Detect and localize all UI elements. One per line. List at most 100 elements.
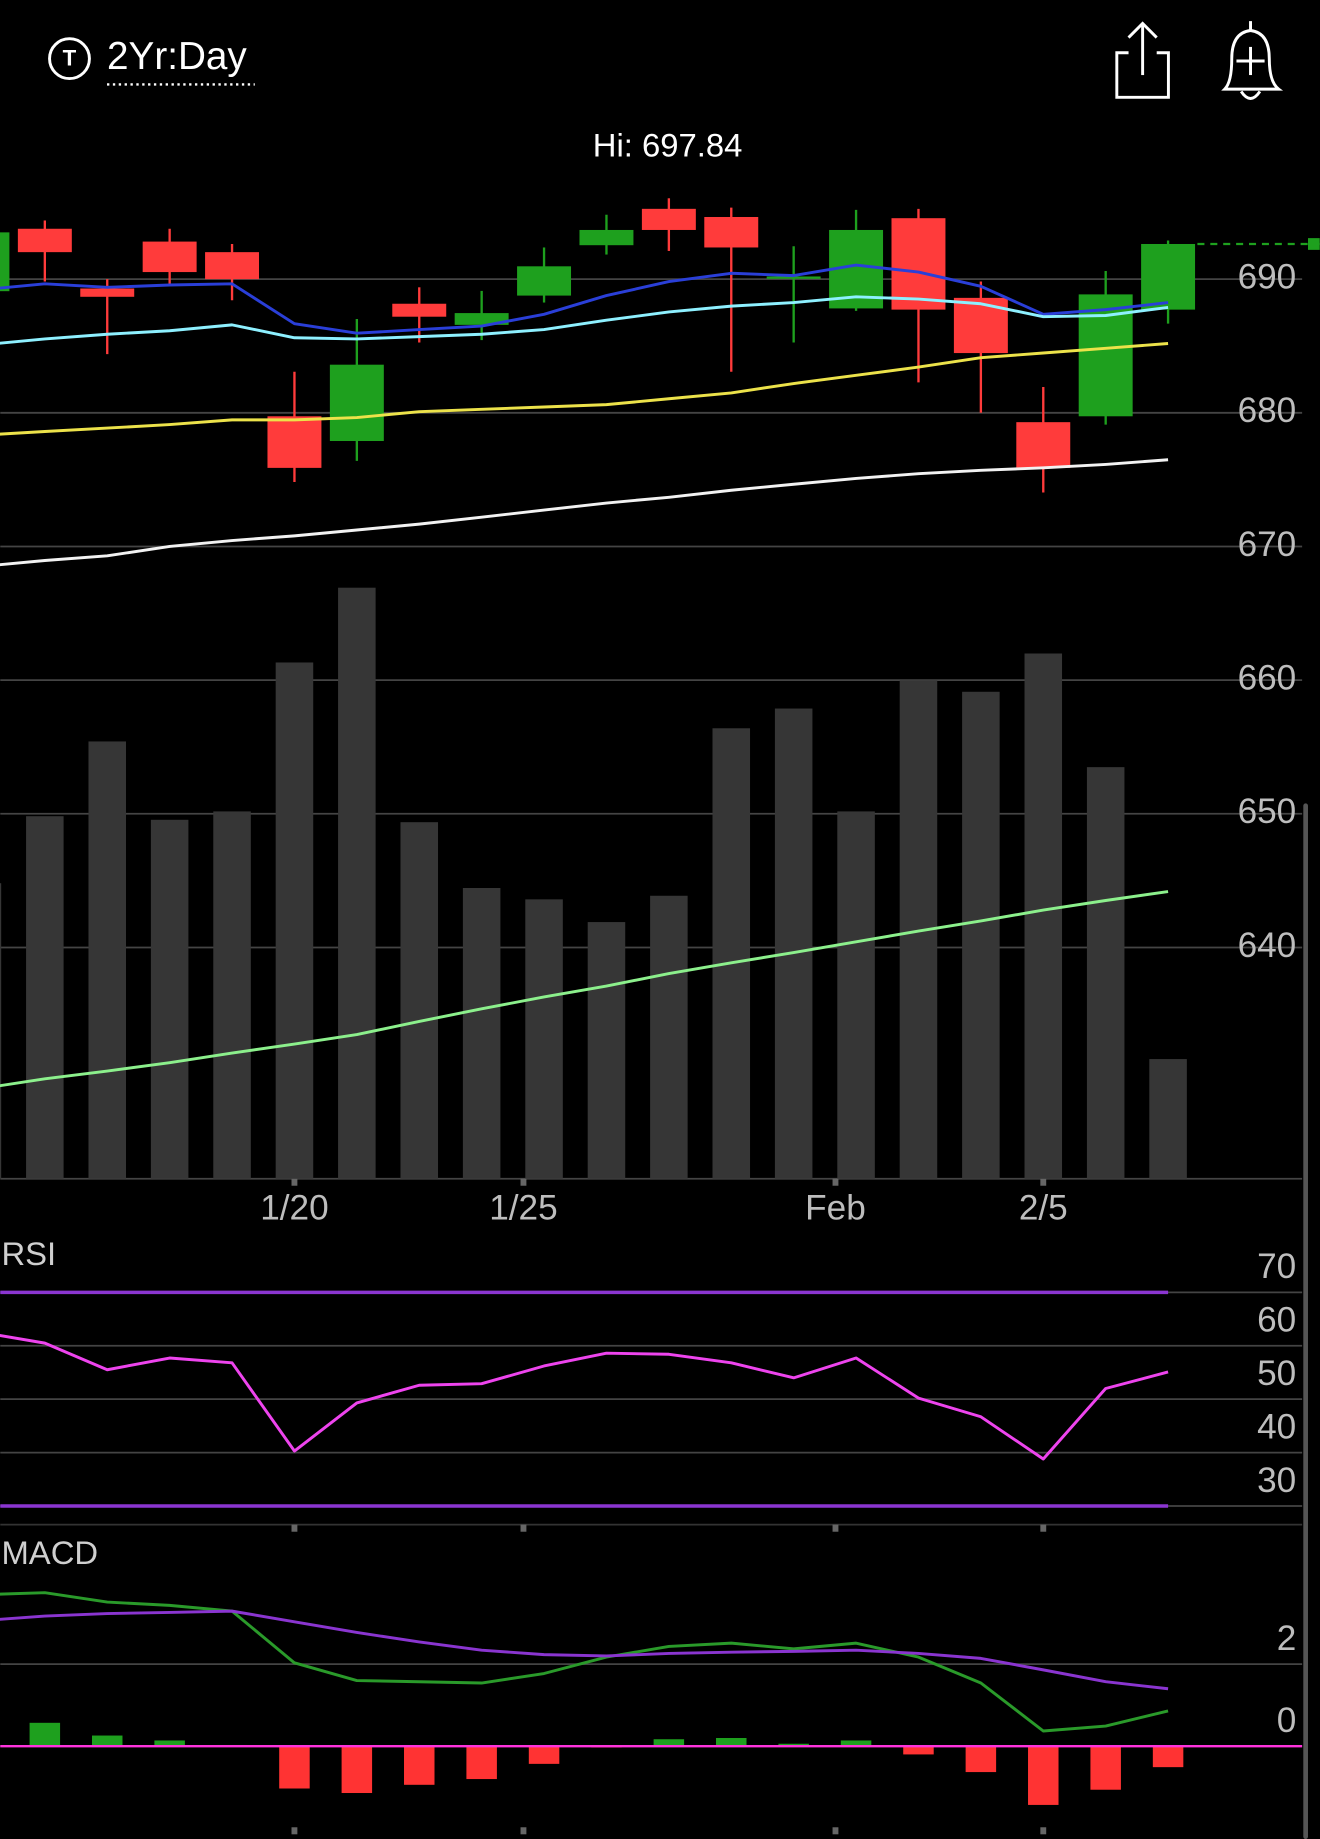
x-tick-mark — [291, 1524, 298, 1532]
candle-body — [766, 276, 821, 279]
volume-bar — [837, 811, 875, 1179]
histogram-bar — [716, 1737, 747, 1747]
candle-body — [80, 288, 135, 297]
x-tick-mark — [1040, 1178, 1047, 1186]
volume-bar — [1086, 767, 1125, 1179]
x-tick-mark — [832, 1827, 839, 1835]
scrollbar[interactable] — [1303, 803, 1308, 1839]
timeframe-label: 2Yr:Day — [107, 35, 247, 78]
x-tick-mark — [1040, 1524, 1047, 1532]
volume-bar — [962, 691, 1000, 1179]
share-arrow-head — [1127, 21, 1158, 39]
y-tick-label: 50 — [1257, 1354, 1296, 1393]
panel-title: RSI — [1, 1235, 56, 1272]
histogram-bar — [778, 1743, 809, 1747]
histogram-bar — [341, 1746, 373, 1794]
volume-bar — [400, 822, 439, 1179]
x-tick-label: 1/25 — [489, 1189, 557, 1228]
candle-body — [142, 241, 197, 273]
alert-button[interactable] — [1221, 21, 1284, 100]
volume-bar — [712, 728, 751, 1179]
label-layer: 640 650 660 670 680 690 1/20 1/25 Feb 2/5 Hi: 697.… — [1, 126, 1296, 1740]
candle-body — [0, 232, 10, 292]
share-box — [1115, 51, 1170, 99]
bell-body — [1221, 29, 1284, 91]
y-tick-label: 650 — [1238, 792, 1297, 831]
volume-bars — [0, 587, 1187, 1179]
y-tick-label: 70 — [1257, 1247, 1296, 1286]
x-tick-mark — [291, 1827, 298, 1835]
timeframe-selector[interactable]: T 2Yr:Day — [48, 35, 255, 86]
x-tick-mark — [520, 1827, 527, 1835]
histogram-bar — [1090, 1746, 1121, 1790]
histogram-bar — [466, 1746, 497, 1780]
x-tick-label: 1/20 — [260, 1189, 328, 1228]
candle-body — [1141, 243, 1196, 310]
candle-body — [641, 208, 696, 230]
candle-body — [329, 364, 384, 442]
histogram-bar — [653, 1739, 685, 1747]
histogram-bar — [1028, 1746, 1059, 1805]
x-tick-mark — [832, 1524, 839, 1532]
candle-body — [17, 228, 72, 253]
volume-bar — [462, 887, 501, 1179]
y-tick-label: 60 — [1257, 1301, 1296, 1340]
volume-bar — [213, 811, 251, 1179]
badge-circle — [48, 37, 91, 81]
volume-bar — [26, 816, 64, 1179]
macd-line — [0, 1591, 1169, 1733]
y-tick-label: 2 — [1277, 1619, 1297, 1658]
histogram-bar — [903, 1746, 934, 1755]
x-tick-mark — [832, 1178, 839, 1186]
x-tick-mark — [520, 1524, 527, 1532]
y-tick-label: 670 — [1238, 525, 1297, 564]
volume-average — [0, 890, 1169, 1088]
histogram-bar — [279, 1746, 310, 1789]
moving-average-line — [0, 295, 1169, 345]
volume-bar — [587, 922, 626, 1179]
x-tick-mark — [520, 1178, 527, 1186]
candle-body — [953, 297, 1008, 354]
candle-body — [392, 303, 447, 317]
volume-bar — [275, 662, 314, 1179]
histogram-bar — [91, 1735, 123, 1747]
x-tick-mark — [1040, 1827, 1047, 1835]
badge-letter: T — [63, 46, 77, 71]
histogram-bar — [154, 1740, 185, 1747]
candle-body — [205, 252, 260, 280]
share-button[interactable] — [1115, 21, 1170, 99]
candle-body — [891, 218, 946, 310]
volume-bar — [774, 708, 813, 1179]
volume-bar — [525, 899, 563, 1179]
moving-averages — [0, 263, 1169, 567]
x-tick-label: Feb — [805, 1189, 866, 1228]
volume-average-line — [0, 890, 1169, 1088]
candles — [0, 198, 1196, 493]
y-tick-label: 0 — [1277, 1701, 1297, 1740]
macd-histogram — [29, 1722, 1184, 1805]
volume-bar — [338, 587, 376, 1179]
volume-bar — [88, 741, 127, 1179]
histogram-bar — [965, 1746, 997, 1773]
y-tick-label: 640 — [1238, 926, 1297, 965]
volume-bar — [150, 819, 189, 1179]
y-tick-label: 40 — [1257, 1407, 1296, 1446]
y-tick-label: 660 — [1238, 658, 1297, 697]
bell-clapper — [1239, 90, 1262, 100]
grid-layer — [0, 278, 1303, 1835]
volume-bar — [1024, 653, 1063, 1179]
histogram-bar — [1152, 1746, 1184, 1768]
histogram-bar — [29, 1722, 61, 1747]
y-tick-label: 30 — [1257, 1461, 1296, 1500]
panel-title: MACD — [1, 1534, 98, 1571]
moving-average-line — [0, 458, 1169, 567]
histogram-bar — [528, 1746, 560, 1764]
high-annotation: Hi: 697.84 — [593, 126, 743, 163]
candle-body — [1016, 422, 1071, 468]
y-tick-label: 680 — [1238, 391, 1297, 430]
volume-bar — [0, 883, 2, 1179]
candle-body — [704, 216, 759, 248]
candle-body — [454, 313, 509, 325]
